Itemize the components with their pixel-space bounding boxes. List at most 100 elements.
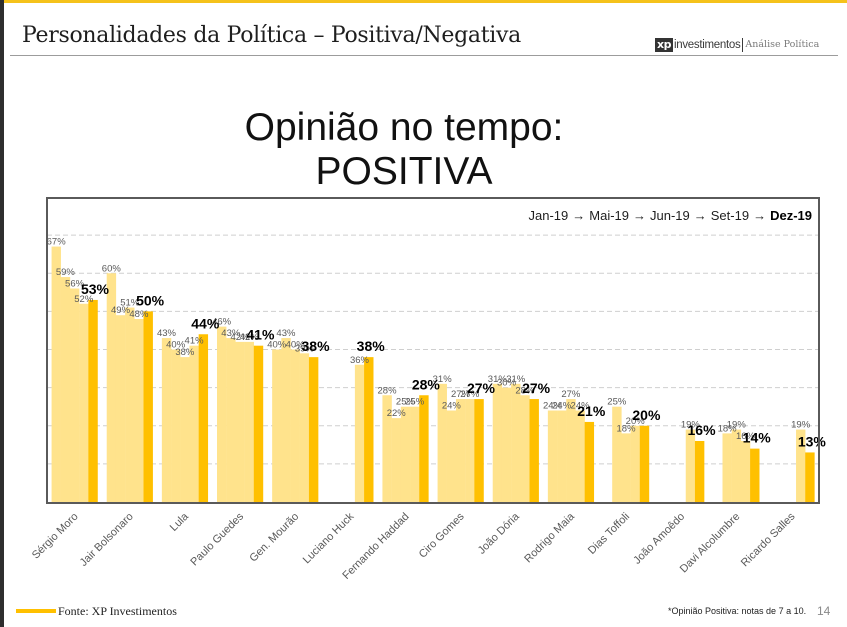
bar-jan-19-ciro-gomes [437, 383, 447, 502]
value-label-mai-19-rodrigo-maia: 24% [552, 401, 572, 412]
value-suffix: % [76, 279, 85, 290]
value-suffix: % [168, 328, 177, 339]
bar-dez-19-joao-doria [529, 399, 539, 502]
value-label-mai-19-joao-doria: 30% [497, 378, 517, 389]
bar-dez-19-ciro-gomes [474, 399, 484, 502]
bar-jun-19-davi-alcolumbre [731, 429, 742, 502]
value-number: 25 [396, 397, 407, 408]
value-label-jun-19-paulo-guedes: 42% [230, 332, 250, 343]
value-suffix: % [232, 328, 241, 339]
value-label-dez-19-dias-toffoli: 20% [632, 407, 661, 423]
value-label-set-19-rodrigo-maia: 24% [571, 401, 591, 412]
value-label-jun-19-davi-alcolumbre: 19% [727, 420, 747, 431]
value-suffix: % [397, 408, 406, 419]
value-label-set-19-ciro-gomes: 27% [460, 389, 480, 400]
value-label-jun-19-gen-mourao: 40% [286, 340, 306, 351]
value-label-jan-19-sergio-moro: 67% [47, 237, 67, 248]
value-number: 38 [175, 347, 186, 358]
value-number: 40 [166, 340, 177, 351]
value-suffix: % [648, 407, 661, 423]
value-suffix: % [483, 380, 496, 396]
value-suffix: % [186, 347, 195, 358]
value-label-set-19-paulo-guedes: 42% [240, 332, 260, 343]
value-label-set-19-fernando-haddad: 25% [405, 397, 425, 408]
category-label-ricardo-salles: Ricardo Salles [739, 510, 798, 569]
value-number: 16 [736, 431, 747, 442]
bar-mai-19-davi-alcolumbre [722, 433, 732, 502]
bar-jun-19-jair-bolsonaro [125, 307, 135, 502]
value-label-dez-19-paulo-guedes: 41% [246, 327, 275, 343]
value-label-jun-19-ciro-gomes: 27% [451, 389, 471, 400]
value-number: 19 [727, 420, 738, 431]
value-suffix: % [563, 401, 572, 412]
value-label-jan-19-gen-mourao: 40% [267, 340, 287, 351]
chart-legend: Jan-19 → Mai-19 → Jun-19 → Set-19 → Dez-19 [529, 207, 812, 225]
value-suffix: % [538, 380, 551, 396]
value-suffix: % [57, 237, 66, 248]
value-number: 24 [552, 401, 563, 412]
value-suffix: % [802, 420, 811, 431]
value-suffix: % [728, 423, 737, 434]
value-label-dez-19-jair-bolsonaro: 50% [136, 292, 165, 308]
bar-dez-19-rodrigo-maia [584, 421, 595, 502]
chart-frame [46, 197, 820, 504]
value-number: 41 [246, 327, 262, 343]
page-number: 14 [817, 604, 831, 618]
value-number: 36 [350, 355, 361, 366]
value-number: 43 [221, 328, 232, 339]
legend-item-set-19: Set-19 [710, 208, 750, 223]
value-label-jan-19-fernando-haddad: 28% [378, 385, 398, 396]
value-suffix: % [372, 338, 385, 354]
arrow-right-icon: → [572, 208, 586, 223]
category-label-davi-alcolumbre: Davi Alcolumbre [678, 511, 743, 576]
bar-mai-19-rodrigo-maia [557, 410, 567, 502]
value-suffix: % [97, 281, 110, 297]
header-title: Personalidades da Política – Positiva/Ne… [22, 23, 521, 48]
value-number: 40 [267, 340, 278, 351]
value-suffix: % [627, 423, 636, 434]
value-label-mai-19-jair-bolsonaro: 49% [111, 305, 131, 316]
value-number: 18 [718, 423, 729, 434]
category-label-sergio-moro: Sérgio Moro [30, 511, 81, 562]
value-label-set-19-lula: 41% [185, 336, 205, 347]
value-suffix: % [112, 263, 121, 274]
value-suffix: % [241, 332, 250, 343]
bar-set-19-rodrigo-maia [575, 410, 585, 502]
value-number: 41 [185, 336, 196, 347]
value-number: 38 [357, 338, 373, 354]
value-label-dez-19-joao-amoedo: 16% [688, 422, 717, 438]
bar-jun-19-fernando-haddad [400, 406, 411, 502]
value-suffix: % [452, 401, 461, 412]
value-label-set-19-joao-amoedo: 19% [681, 420, 701, 431]
category-label-ciro-gomes: Ciro Gomes [417, 510, 467, 560]
bar-mai-19-joao-doria [501, 387, 512, 502]
value-number: 27 [467, 380, 483, 396]
value-number: 59 [56, 267, 67, 278]
value-number: 27 [460, 389, 471, 400]
value-label-dez-19-fernando-haddad: 28% [412, 376, 441, 392]
value-number: 38 [302, 338, 318, 354]
bar-dez-19-dias-toffoli [639, 425, 650, 502]
category-label-joao-doria: João Dória [476, 510, 523, 557]
bar-dez-19-fernando-haddad [419, 395, 429, 502]
bar-dez-19-davi-alcolumbre [750, 448, 760, 502]
value-number: 50 [136, 292, 152, 308]
value-label-dez-19-lula: 44% [191, 315, 220, 331]
value-label-mai-19-paulo-guedes: 43% [221, 328, 241, 339]
category-label-luciano-huck: Luciano Huck [301, 510, 357, 566]
value-suffix: % [223, 317, 232, 328]
footer-source: Fonte: XP Investimentos [58, 604, 177, 618]
value-number: 19 [791, 420, 802, 431]
value-suffix: % [593, 403, 606, 419]
value-label-set-19-gen-mourao: 39% [295, 343, 315, 354]
xp-logo: xp investimentos Análise Política [655, 37, 819, 52]
bar-jun-19-gen-mourao [290, 349, 300, 502]
value-label-jan-19-rodrigo-maia: 24% [543, 401, 563, 412]
value-suffix: % [703, 422, 716, 438]
value-label-set-19-ricardo-salles: 19% [791, 420, 811, 431]
value-label-jun-19-sergio-moro: 56% [65, 279, 85, 290]
value-number: 13 [798, 433, 814, 449]
bar-dez-19-joao-amoedo [694, 441, 705, 502]
value-number: 60 [102, 263, 113, 274]
